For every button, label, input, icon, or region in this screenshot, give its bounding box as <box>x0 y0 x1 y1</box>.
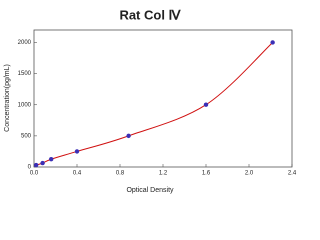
data-point <box>203 102 209 107</box>
y-tick-label: 2000 <box>18 40 32 46</box>
x-axis-label: Optical Density <box>126 187 174 194</box>
chart: Rat Col Ⅳ Optical Density Concentration(… <box>3 7 297 194</box>
x-tick-label: 0.4 <box>73 171 82 177</box>
y-axis-label: Concentration(pg/mL) <box>4 64 11 132</box>
x-tick-label: 1.6 <box>202 171 211 177</box>
x-tick-label: 2.0 <box>245 171 254 177</box>
y-tick-label: 500 <box>21 133 32 139</box>
x-tick-label: 1.2 <box>159 171 168 177</box>
y-tick-label: 0 <box>28 165 32 171</box>
data-point <box>33 162 39 168</box>
y-tick-label: 1000 <box>18 102 32 108</box>
y-tick-label: 1500 <box>18 71 32 77</box>
x-tick-label: 0.0 <box>30 171 39 177</box>
chart-title: Rat Col Ⅳ <box>119 7 181 22</box>
x-tick-label: 2.4 <box>288 171 297 177</box>
page: Rat Col Ⅳ Optical Density Concentration(… <box>3 7 297 194</box>
data-point <box>40 160 45 166</box>
data-point <box>126 133 131 139</box>
data-point <box>270 40 275 45</box>
x-tick-label: 0.8 <box>116 171 125 177</box>
data-point <box>74 149 80 154</box>
data-point <box>49 157 54 162</box>
